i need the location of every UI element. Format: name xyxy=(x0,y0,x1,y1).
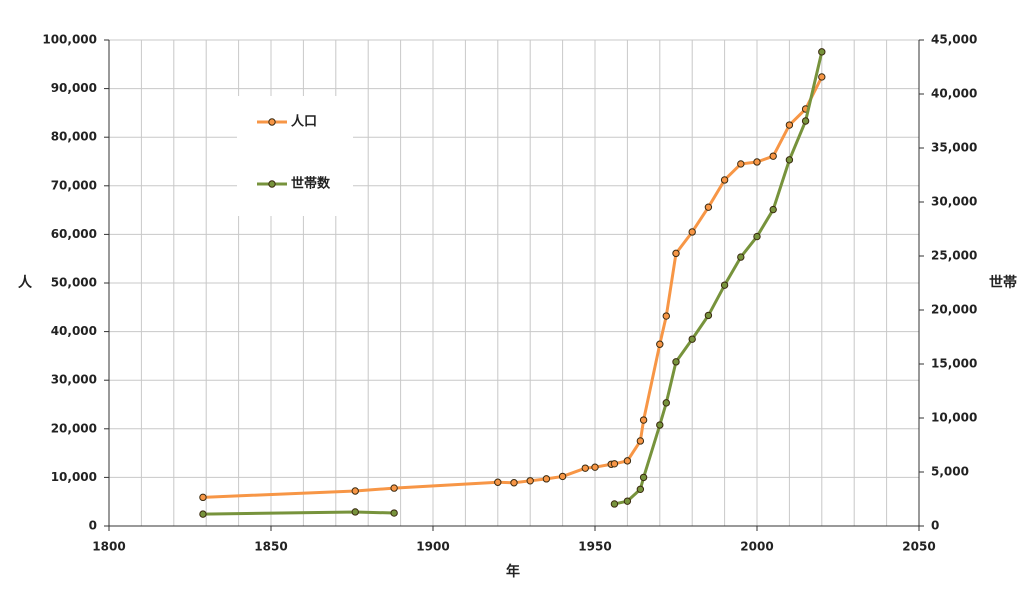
data-point xyxy=(818,48,826,56)
legend-label: 人口 xyxy=(291,114,317,130)
y-tick-label: 40,000 xyxy=(51,324,97,338)
data-point xyxy=(769,152,777,160)
y2-tick-label: 40,000 xyxy=(931,87,977,101)
data-point xyxy=(737,160,745,168)
legend xyxy=(237,96,353,216)
data-point xyxy=(704,203,713,211)
data-point xyxy=(769,205,777,214)
data-point xyxy=(351,508,359,516)
y2-tick-label: 10,000 xyxy=(931,411,977,425)
x-tick-label: 1900 xyxy=(416,540,449,554)
y2-tick-label: 45,000 xyxy=(931,33,977,47)
y2-tick-label: 20,000 xyxy=(931,303,977,317)
data-point xyxy=(591,463,599,471)
x-tick-label: 2000 xyxy=(740,540,773,554)
y-tick-label: 100,000 xyxy=(42,33,97,47)
data-point xyxy=(558,472,567,481)
data-point xyxy=(199,510,207,518)
data-point xyxy=(390,484,398,492)
data-point xyxy=(688,335,696,343)
data-point xyxy=(720,176,729,184)
y-tick-label: 80,000 xyxy=(51,130,97,144)
data-point xyxy=(610,460,619,468)
y-tick-label: 60,000 xyxy=(51,227,97,241)
y2-axis-label: 世帯 xyxy=(989,274,1017,291)
x-tick-label: 1800 xyxy=(92,540,125,554)
data-point xyxy=(704,311,713,320)
y-tick-label: 50,000 xyxy=(51,276,97,290)
data-point xyxy=(801,117,810,125)
data-point xyxy=(636,437,645,445)
y-tick-label: 70,000 xyxy=(51,178,97,192)
y2-tick-label: 5,000 xyxy=(931,465,969,479)
data-point xyxy=(639,416,648,424)
data-point xyxy=(636,485,645,493)
y-tick-label: 90,000 xyxy=(51,81,97,95)
data-point xyxy=(610,500,619,508)
data-point xyxy=(494,478,502,486)
y2-tick-label: 25,000 xyxy=(931,249,977,263)
data-point xyxy=(510,479,518,487)
data-point xyxy=(623,457,632,465)
data-point xyxy=(753,232,761,241)
data-point xyxy=(818,73,826,81)
data-point xyxy=(526,477,534,485)
y-tick-label: 20,000 xyxy=(51,421,97,435)
data-point xyxy=(753,158,761,166)
data-point xyxy=(390,509,398,517)
data-point xyxy=(542,475,551,483)
y-tick-label: 0 xyxy=(89,519,97,533)
legend-marker xyxy=(268,180,276,188)
data-point xyxy=(351,487,359,495)
data-point xyxy=(639,473,648,482)
data-point xyxy=(662,399,670,407)
x-tick-label: 2050 xyxy=(902,540,935,554)
y-tick-label: 30,000 xyxy=(51,373,97,387)
data-point xyxy=(672,358,680,366)
legend-label: 世帯数 xyxy=(291,176,331,192)
data-point xyxy=(623,497,632,505)
data-point xyxy=(688,228,696,236)
data-point xyxy=(656,340,664,348)
legend-marker xyxy=(268,118,276,126)
x-tick-label: 1950 xyxy=(578,540,611,554)
y2-tick-label: 15,000 xyxy=(931,357,977,371)
y-axis-label: 人 xyxy=(18,274,33,291)
data-point xyxy=(785,121,794,129)
data-point xyxy=(720,281,729,289)
data-point xyxy=(581,464,589,472)
data-point xyxy=(662,312,670,320)
data-point xyxy=(656,421,664,429)
data-point xyxy=(737,253,745,261)
y2-tick-label: 0 xyxy=(931,519,939,533)
data-point xyxy=(199,493,207,502)
x-axis-label: 年 xyxy=(506,563,520,580)
y2-tick-label: 35,000 xyxy=(931,141,977,155)
data-point xyxy=(785,156,794,164)
data-point xyxy=(672,249,680,258)
y2-tick-label: 30,000 xyxy=(931,195,977,209)
x-tick-label: 1850 xyxy=(254,540,287,554)
y-tick-label: 10,000 xyxy=(51,470,97,484)
